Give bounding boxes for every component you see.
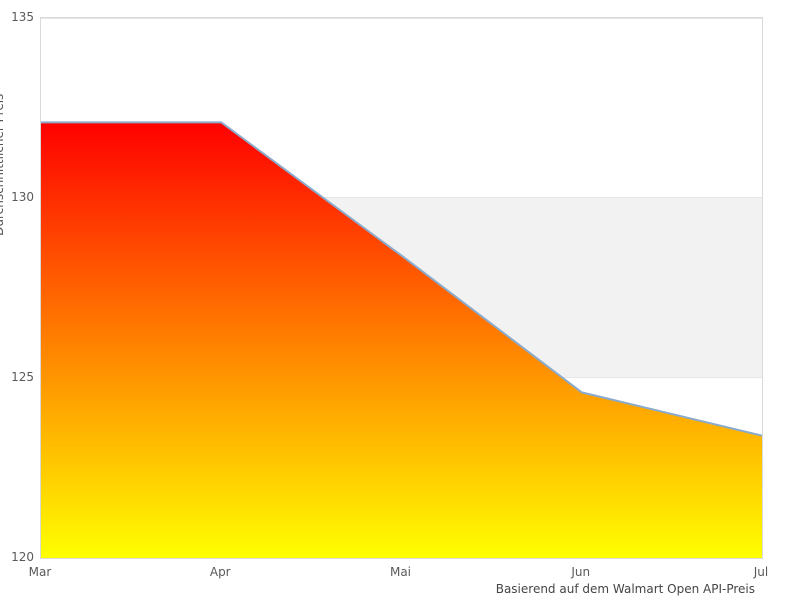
series-line	[41, 121, 762, 437]
y-tick-label: 130	[11, 190, 34, 204]
y-axis-title: Durchschnittlicher Preis	[0, 93, 6, 236]
x-tick-label: Apr	[209, 565, 231, 579]
x-tick-label: Mar	[28, 565, 52, 579]
y-tick-label: 120	[11, 550, 34, 564]
area-series	[41, 121, 762, 558]
plot-area	[40, 17, 763, 559]
area-fill	[41, 122, 762, 558]
x-tick-label: Jul	[753, 565, 769, 579]
y-tick-label: 125	[11, 370, 34, 384]
gridline	[41, 197, 762, 198]
x-tick-label: Jun	[571, 565, 591, 579]
source-caption: Basierend auf dem Walmart Open API-Preis	[495, 582, 755, 596]
x-tick-label: Mai	[389, 565, 412, 579]
y-tick-label: 135	[11, 10, 34, 24]
gridline	[41, 18, 762, 19]
